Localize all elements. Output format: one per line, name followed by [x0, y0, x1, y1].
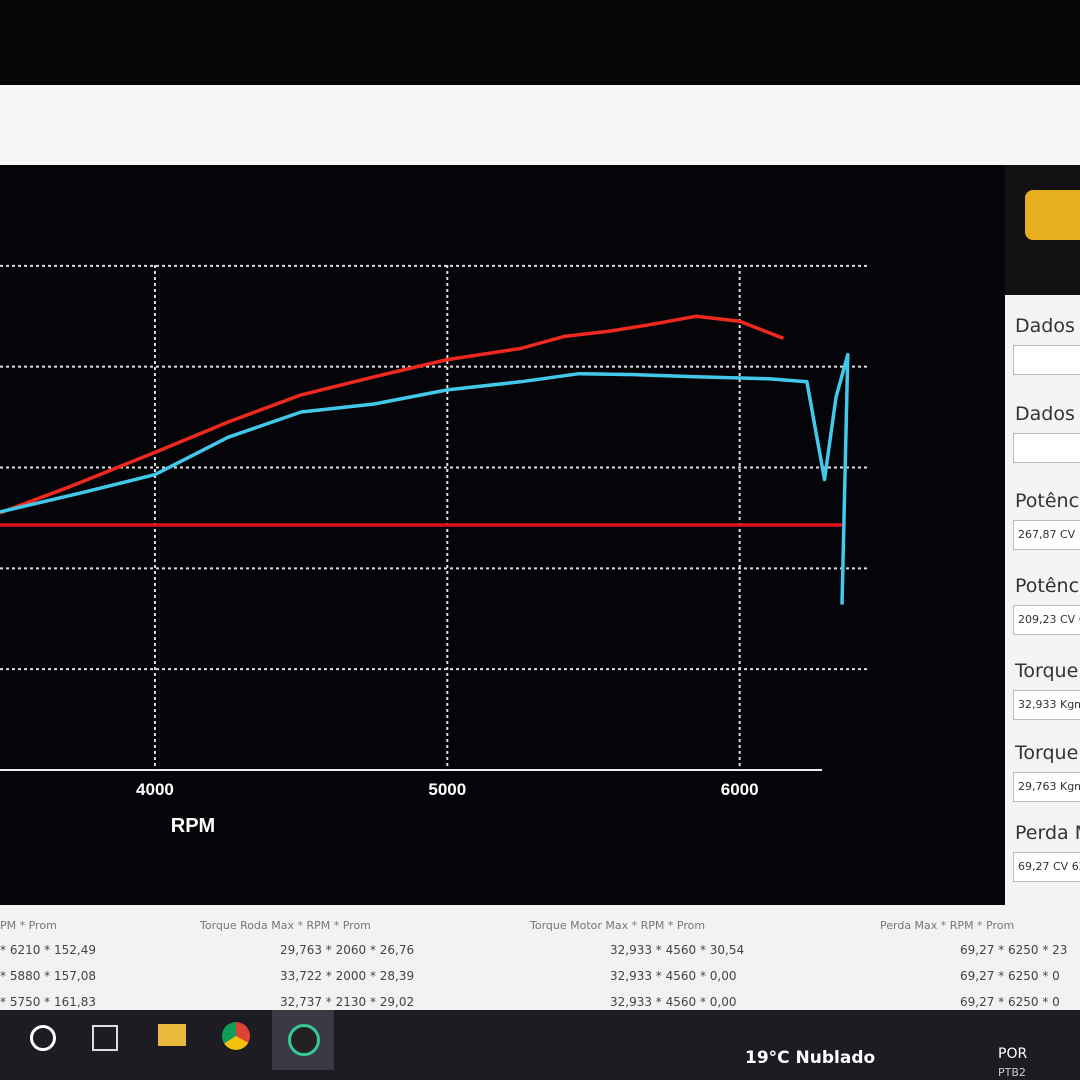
column-header: PM * Prom: [0, 919, 57, 932]
table-cell: 69,27 * 6250 * 23: [960, 943, 1068, 957]
field-label: Torque M: [1015, 660, 1080, 682]
field-label: Potênci: [1015, 490, 1080, 512]
x-tick-label: 6000: [721, 780, 759, 799]
table-cell: 32,737 * 2130 * 29,02: [280, 995, 415, 1009]
field-box: 209,23 CV 6: [1013, 605, 1080, 635]
field-box: 32,933 Kgm 4: [1013, 690, 1080, 720]
field-box: 267,87 CV: [1013, 520, 1080, 550]
results-table: PM * Prom Torque Roda Max * RPM * Prom Tor…: [0, 905, 1080, 1010]
table-cell: * 6210 * 152,49: [0, 943, 96, 957]
table-cell: 29,763 * 2060 * 26,76: [280, 943, 415, 957]
table-cell: 32,933 * 4560 * 0,00: [610, 969, 737, 983]
table-cell: 32,933 * 4560 * 0,00: [610, 995, 737, 1009]
logo: [1025, 190, 1080, 240]
field-label: Torque Ma: [1015, 742, 1080, 764]
table-cell: 69,27 * 6250 * 0: [960, 969, 1060, 983]
x-tick-label: 5000: [428, 780, 466, 799]
column-header: Torque Motor Max * RPM * Prom: [530, 919, 706, 932]
field-box: 29,763 Kgm 20: [1013, 772, 1080, 802]
field-label: Perda Max.: [1015, 822, 1080, 844]
task-view-icon[interactable]: [92, 1025, 118, 1051]
dyno-icon: [288, 1024, 320, 1056]
window-header: [0, 85, 1080, 165]
x-tick-label: 4000: [136, 780, 174, 799]
x-axis-label: RPM: [171, 815, 215, 837]
series-line: [0, 352, 850, 605]
field-label: Dados: [1015, 403, 1075, 425]
field-label: Potência: [1015, 575, 1080, 597]
table-cell: 69,27 * 6250 * 0: [960, 995, 1060, 1009]
bezel: [0, 0, 1080, 85]
column-header: Perda Max * RPM * Prom: [880, 919, 1015, 932]
language[interactable]: POR: [998, 1046, 1028, 1062]
side-panel: Dados Dados Potênci 267,87 CV Potência 209,23…: [1005, 295, 1080, 910]
chart: 4000 5000 6000 RPM: [0, 165, 1005, 905]
field-box: [1013, 345, 1080, 375]
table-cell: * 5880 * 157,08: [0, 969, 96, 983]
field-box: 69,27 CV 6250 R: [1013, 852, 1080, 882]
series-line: [0, 314, 785, 515]
field-box: [1013, 433, 1080, 463]
chart-background: [0, 165, 1005, 905]
active-app[interactable]: [272, 1010, 334, 1070]
table-cell: * 5750 * 161,83: [0, 995, 96, 1009]
search-icon[interactable]: [30, 1025, 56, 1051]
column-header: Torque Roda Max * RPM * Prom: [200, 919, 371, 932]
weather[interactable]: 19°C Nublado: [745, 1048, 876, 1068]
taskbar: 19°C Nublado POR PTB2: [0, 1010, 1080, 1080]
logo-area: [1005, 165, 1080, 295]
table-cell: 33,722 * 2000 * 28,39: [280, 969, 415, 983]
table-cell: 32,933 * 4560 * 30,54: [610, 943, 745, 957]
explorer-icon[interactable]: [158, 1024, 186, 1046]
field-label: Dados: [1015, 315, 1075, 337]
keyboard-layout[interactable]: PTB2: [998, 1066, 1026, 1079]
chrome-icon[interactable]: [222, 1022, 250, 1050]
